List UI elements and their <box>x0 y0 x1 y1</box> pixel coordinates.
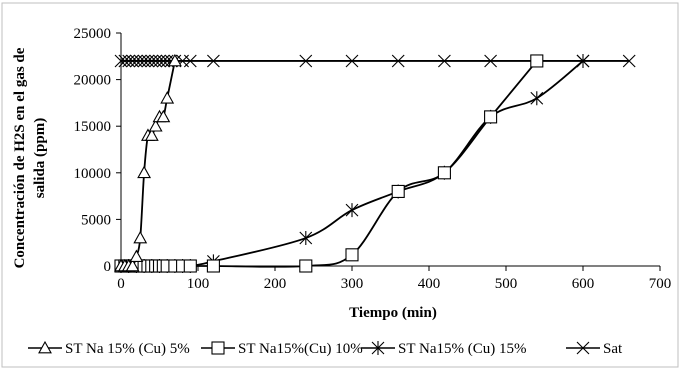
data-point <box>484 54 497 68</box>
data-point <box>167 53 182 67</box>
data-point <box>438 54 451 68</box>
y-tick-label: 25000 <box>74 26 112 42</box>
x-tick-label: 200 <box>264 276 287 292</box>
x-tick-label: 100 <box>187 276 210 292</box>
data-point <box>391 184 405 198</box>
x-tick-label: 300 <box>341 276 364 292</box>
legend-label: Sat <box>603 341 623 357</box>
y-tick-label: 10000 <box>74 166 112 182</box>
data-point <box>576 53 590 68</box>
y-tick-label: 0 <box>104 259 112 275</box>
x-axis-title: Tiempo (min) <box>349 305 437 321</box>
legend-item: ST Na15%(Cu) 10% <box>201 341 363 357</box>
data-point <box>148 119 163 132</box>
data-point <box>160 91 175 104</box>
x-tick-label: 500 <box>495 276 518 292</box>
data-point <box>345 203 359 218</box>
data-point <box>530 91 544 106</box>
legend-marker <box>576 341 590 355</box>
data-point <box>207 54 220 68</box>
data-point <box>391 54 405 68</box>
legend: ST Na 15% (Cu) 5% ST Na15%(Cu) 10% ST Na15… <box>28 340 623 357</box>
data-point <box>129 249 144 263</box>
data-point <box>622 54 636 68</box>
y-tick-label: 20000 <box>74 73 112 89</box>
legend-item: ST Na15% (Cu) 15% <box>361 341 526 357</box>
y-axis-title-line-2: salida (ppm) <box>32 118 48 198</box>
data-point <box>183 54 197 68</box>
data-point <box>345 248 359 262</box>
data-point <box>144 128 159 141</box>
x-tick-label: 400 <box>418 276 441 292</box>
y-axis-title-line-1: Concentración de H2S en el gas de <box>12 47 28 268</box>
data-point <box>530 54 544 68</box>
legend-marker <box>371 341 385 355</box>
x-tick-label: 700 <box>649 276 672 292</box>
legend-label: ST Na15% (Cu) 15% <box>398 341 526 357</box>
x-tick-label: 0 <box>117 276 125 292</box>
data-point <box>125 258 140 272</box>
legend-item: Sat <box>566 341 623 357</box>
y-tick-label: 15000 <box>74 119 112 135</box>
data-point <box>299 54 313 68</box>
x-tick-labels: 0 100 200 300 400 500 600 700 <box>117 276 671 292</box>
data-point <box>137 165 152 179</box>
x-tick-label: 600 <box>572 276 595 292</box>
series-x <box>114 54 636 68</box>
data-point <box>437 166 451 180</box>
legend-item: ST Na 15% (Cu) 5% <box>28 340 190 357</box>
data-point <box>133 230 148 244</box>
data-point <box>183 259 197 273</box>
data-point <box>299 231 313 246</box>
legend-marker <box>211 341 225 355</box>
data-point <box>156 109 171 123</box>
series-triangle <box>114 53 182 272</box>
y-axis-title: Concentración de H2S en el gas de salida… <box>12 47 48 268</box>
data-point <box>299 259 313 273</box>
data-point <box>206 259 220 273</box>
legend-label: ST Na 15% (Cu) 5% <box>65 341 190 357</box>
y-tick-label: 5000 <box>81 212 111 228</box>
legend-marker <box>38 340 52 354</box>
series-layer <box>114 53 636 273</box>
data-point <box>345 54 359 68</box>
y-tick-labels: 0 5000 10000 15000 20000 25000 <box>74 26 112 275</box>
legend-label: ST Na15%(Cu) 10% <box>238 341 363 357</box>
data-point <box>484 110 498 124</box>
